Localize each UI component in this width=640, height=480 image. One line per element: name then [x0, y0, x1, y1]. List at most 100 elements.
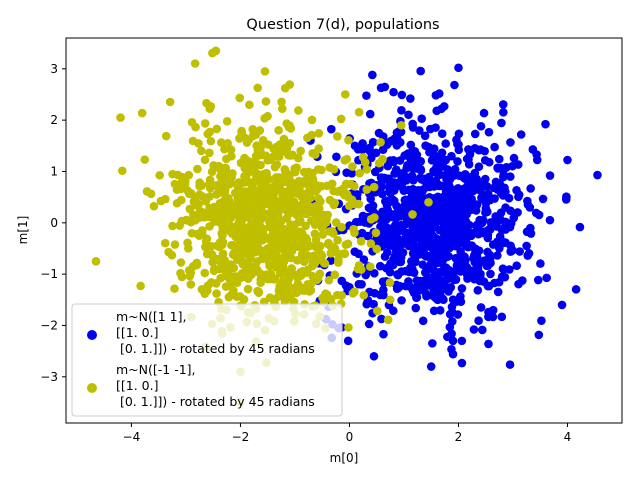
scatter-point — [499, 265, 509, 274]
scatter-point — [241, 223, 251, 233]
scatter-point — [509, 213, 519, 223]
scatter-point — [545, 171, 555, 180]
scatter-point — [185, 204, 195, 214]
scatter-point — [258, 136, 268, 145]
scatter-point — [431, 123, 440, 132]
scatter-point — [218, 181, 228, 191]
scatter-point — [156, 196, 166, 206]
scatter-point — [406, 94, 415, 103]
scatter-point — [464, 154, 473, 164]
scatter-point — [453, 310, 463, 319]
scatter-point — [274, 207, 283, 217]
scatter-point — [496, 208, 506, 218]
scatter-point — [211, 46, 221, 56]
scatter-point — [372, 244, 382, 254]
scatter-point — [499, 107, 508, 117]
scatter-point — [476, 121, 486, 131]
scatter-point — [453, 157, 462, 166]
scatter-point — [389, 156, 398, 165]
scatter-point — [235, 193, 245, 202]
scatter-point — [242, 138, 252, 147]
scatter-point — [443, 222, 453, 232]
scatter-point — [545, 215, 555, 225]
scatter-point — [447, 151, 456, 161]
scatter-point — [160, 238, 170, 248]
scatter-point — [497, 312, 507, 322]
scatter-point — [429, 306, 439, 316]
scatter-point — [397, 106, 406, 115]
scatter-point — [404, 110, 413, 120]
scatter-point — [200, 119, 210, 128]
scatter-point — [308, 271, 317, 281]
scatter-point — [230, 272, 240, 281]
scatter-point — [478, 325, 487, 335]
scatter-point — [362, 185, 372, 194]
scatter-point — [542, 273, 551, 283]
scatter-point — [422, 265, 432, 274]
scatter-point — [282, 213, 292, 223]
scatter-point — [499, 170, 508, 180]
scatter-point — [226, 279, 236, 288]
scatter-point — [449, 217, 458, 227]
scatter-point — [206, 136, 216, 146]
scatter-point — [435, 170, 445, 180]
scatter-point — [401, 266, 411, 276]
scatter-point — [200, 268, 210, 278]
scatter-point — [200, 212, 209, 222]
scatter-point — [350, 247, 360, 256]
scatter-point — [366, 215, 376, 224]
scatter-point — [330, 198, 340, 208]
x-tick-label: 0 — [346, 430, 354, 444]
scatter-point — [200, 155, 210, 165]
scatter-point — [378, 221, 387, 230]
scatter-point — [418, 316, 428, 326]
scatter-point — [317, 223, 327, 232]
scatter-point — [226, 145, 236, 155]
scatter-point — [389, 184, 398, 193]
scatter-point — [396, 252, 406, 262]
scatter-point — [354, 107, 364, 117]
scatter-point — [197, 285, 207, 294]
scatter-point — [142, 187, 152, 196]
scatter-point — [329, 243, 338, 252]
scatter-point — [272, 160, 282, 169]
scatter-point — [516, 130, 526, 139]
y-axis-label: m[1] — [16, 216, 30, 245]
scatter-point — [474, 271, 484, 280]
scatter-point — [91, 257, 101, 266]
scatter-point — [378, 277, 388, 286]
scatter-point — [170, 284, 179, 293]
scatter-point — [421, 289, 431, 298]
scatter-point — [365, 262, 375, 271]
scatter-point — [265, 217, 274, 227]
x-tick-label: −2 — [232, 430, 250, 444]
scatter-point — [233, 225, 243, 235]
scatter-point — [454, 63, 463, 73]
scatter-point — [295, 189, 304, 199]
scatter-point — [243, 211, 252, 221]
scatter-point — [395, 138, 405, 147]
scatter-point — [451, 241, 460, 251]
scatter-point — [461, 261, 471, 271]
scatter-point — [324, 275, 334, 285]
scatter-point — [301, 209, 311, 219]
scatter-point — [457, 284, 467, 293]
scatter-point — [408, 264, 417, 274]
scatter-point — [344, 193, 353, 202]
scatter-point — [201, 237, 211, 246]
scatter-point — [358, 139, 367, 148]
scatter-point — [593, 170, 602, 180]
scatter-point — [358, 153, 368, 162]
scatter-point — [575, 222, 585, 232]
scatter-point — [385, 267, 395, 277]
scatter-point — [220, 144, 229, 154]
scatter-point — [327, 124, 336, 134]
scatter-point — [177, 172, 186, 182]
scatter-point — [365, 109, 375, 119]
scatter-point — [438, 205, 448, 215]
scatter-point — [314, 194, 323, 203]
scatter-point — [260, 67, 270, 76]
scatter-point — [379, 329, 388, 339]
scatter-point — [389, 87, 398, 97]
scatter-point — [245, 196, 254, 206]
